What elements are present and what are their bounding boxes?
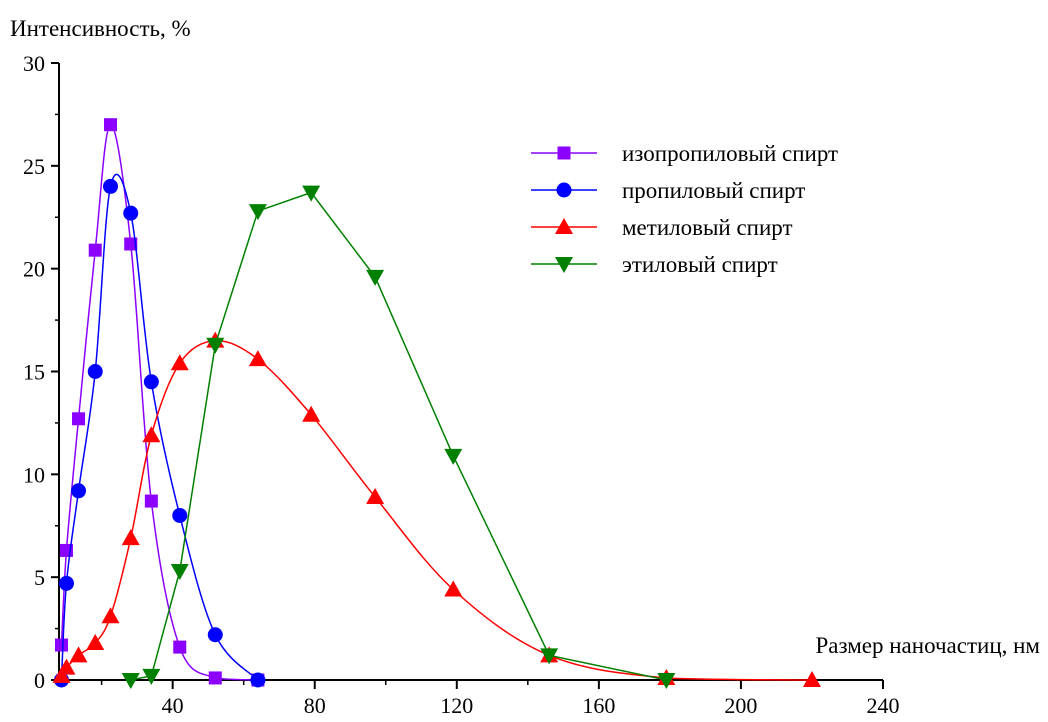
x-tick-label: 200 [724, 693, 757, 718]
series-2 [53, 173, 266, 688]
data-point [173, 640, 187, 654]
y-tick-label: 5 [34, 565, 45, 590]
data-point [170, 354, 189, 371]
y-ticks: 0 5 10 15 20 25 30 [23, 51, 59, 693]
series-3 [52, 331, 821, 687]
data-point [206, 337, 225, 354]
data-point [123, 205, 139, 221]
data-point [121, 673, 140, 689]
legend-label: пропиловый спирт [622, 178, 805, 203]
data-point [142, 426, 161, 443]
data-point [366, 487, 385, 504]
data-point [86, 633, 105, 650]
data-point [207, 627, 223, 643]
series-layer [52, 118, 821, 689]
legend-marker [555, 257, 573, 273]
legend-label: метиловый спирт [622, 215, 793, 240]
y-tick-label: 10 [23, 462, 45, 487]
x-tick-label: 120 [440, 693, 473, 718]
data-point [121, 529, 140, 546]
data-point [69, 646, 88, 663]
data-point [172, 507, 188, 523]
legend-marker [555, 218, 573, 234]
data-point [71, 483, 87, 499]
legend-label: изопропиловый спирт [622, 141, 838, 166]
data-point [366, 269, 385, 286]
data-point [802, 671, 821, 687]
axes: 40 80 120 160 200 240 0 5 10 15 20 25 30 [23, 51, 900, 718]
x-ticks: 40 80 120 160 200 240 [100, 680, 900, 718]
data-point [170, 563, 189, 580]
x-axis-title: Размер наночастиц, нм [815, 633, 1040, 658]
data-point [72, 412, 86, 426]
series-line [130, 191, 667, 681]
y-tick-label: 15 [23, 360, 45, 385]
data-point [54, 638, 68, 652]
x-tick-label: 160 [582, 693, 615, 718]
y-tick-label: 0 [34, 668, 45, 693]
data-point [104, 118, 117, 132]
data-point [302, 405, 321, 422]
series-1 [54, 118, 265, 687]
x-tick-label: 80 [304, 693, 326, 718]
data-point [124, 237, 138, 251]
data-point [540, 648, 559, 665]
legend-marker [556, 182, 572, 198]
data-point [58, 575, 74, 591]
y-tick-label: 25 [23, 154, 45, 179]
data-point [657, 673, 676, 689]
legend-marker [557, 146, 571, 160]
data-point [302, 185, 321, 202]
data-point [444, 580, 463, 597]
legend: изопропиловый спирт пропиловый спирт метил… [531, 141, 838, 277]
series-4 [121, 185, 676, 689]
data-point [444, 448, 463, 465]
legend-item: пропиловый спирт [531, 178, 805, 203]
x-tick-label: 240 [867, 693, 900, 718]
data-point [103, 178, 118, 194]
data-point [208, 671, 222, 685]
legend-item: этиловый спирт [531, 252, 778, 277]
data-point [57, 658, 76, 675]
data-point [248, 350, 267, 367]
data-point [88, 243, 102, 257]
data-point [52, 666, 71, 683]
y-tick-label: 30 [23, 51, 45, 76]
legend-label: этиловый спирт [622, 252, 778, 277]
data-point [250, 672, 266, 688]
y-tick-label: 20 [23, 257, 45, 282]
data-point [87, 364, 103, 379]
data-point [101, 607, 120, 624]
series-line [60, 173, 259, 681]
x-tick-label: 40 [162, 693, 184, 718]
data-point [248, 204, 267, 221]
data-point [144, 494, 158, 508]
legend-item: метиловый спирт [531, 215, 793, 240]
legend-item: изопропиловый спирт [531, 141, 838, 166]
data-point [142, 668, 161, 685]
y-axis-title: Интенсивность, % [10, 16, 191, 41]
data-point [143, 374, 159, 390]
